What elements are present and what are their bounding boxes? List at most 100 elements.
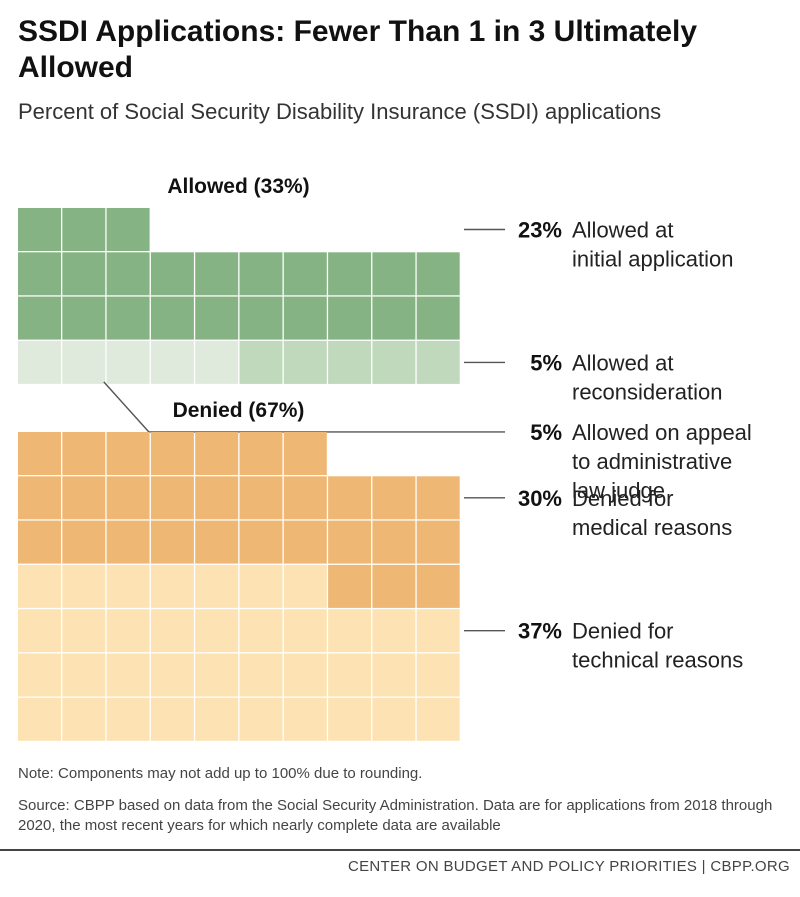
waffle-cell <box>195 697 239 741</box>
chart-source: Source: CBPP based on data from the Soci… <box>18 797 773 834</box>
waffle-cell <box>283 476 327 520</box>
waffle-cell <box>239 252 283 296</box>
waffle-cell <box>195 564 239 608</box>
waffle-cell <box>328 520 372 564</box>
waffle-cell <box>328 564 372 608</box>
waffle-cell <box>283 432 327 475</box>
waffle-cell <box>372 296 416 340</box>
waffle-cell <box>372 340 416 384</box>
waffle-cell <box>328 609 372 653</box>
category-label: Allowed at <box>572 350 674 375</box>
waffle-cell <box>283 609 327 653</box>
category-label: law judge <box>572 478 665 503</box>
waffle-cell <box>62 564 106 608</box>
waffle-cell <box>239 340 283 384</box>
waffle-cell <box>239 697 283 741</box>
group-label: Allowed (33%) <box>167 175 309 198</box>
waffle-cell <box>106 564 150 608</box>
category-label: Denied for <box>572 486 674 511</box>
category-label: Allowed on appeal <box>572 420 752 445</box>
waffle-cell <box>239 609 283 653</box>
percent-label: 5% <box>530 350 562 375</box>
waffle-cell <box>195 340 239 384</box>
waffle-cell <box>239 432 283 475</box>
waffle-cell <box>416 296 460 340</box>
waffle-cell <box>62 208 106 251</box>
waffle-cell <box>106 653 150 697</box>
category-label: medical reasons <box>572 515 732 540</box>
waffle-cell <box>283 697 327 741</box>
waffle-cell <box>106 697 150 741</box>
waffle-cell <box>62 697 106 741</box>
waffle-cell <box>283 252 327 296</box>
waffle-cell <box>328 340 372 384</box>
waffle-cell <box>150 296 194 340</box>
waffle-cell <box>239 564 283 608</box>
waffle-cell <box>18 340 61 384</box>
waffle-cell <box>150 252 194 296</box>
waffle-cell <box>283 296 327 340</box>
waffle-cell <box>239 476 283 520</box>
waffle-cell <box>18 296 61 340</box>
waffle-cell <box>106 252 150 296</box>
waffle-cell <box>150 697 194 741</box>
waffle-cell <box>372 609 416 653</box>
waffle-cell <box>283 564 327 608</box>
percent-label: 30% <box>518 486 562 511</box>
waffle-cell <box>195 476 239 520</box>
waffle-cell <box>62 476 106 520</box>
waffle-cell <box>18 476 61 520</box>
group-label: Denied (67%) <box>173 399 305 422</box>
waffle-cell <box>106 208 150 251</box>
waffle-cell <box>416 697 460 741</box>
category-label: technical reasons <box>572 648 743 673</box>
waffle-cell <box>372 252 416 296</box>
chart-title: SSDI Applications: Fewer Than 1 in 3 Ult… <box>18 15 698 84</box>
waffle-cell <box>62 520 106 564</box>
waffle-cell <box>239 653 283 697</box>
percent-label: 37% <box>518 619 562 644</box>
waffle-cell <box>150 340 194 384</box>
waffle-cell <box>416 564 460 608</box>
waffle-cell <box>18 432 61 475</box>
waffle-cell <box>150 609 194 653</box>
waffle-cell <box>18 252 61 296</box>
category-label: reconsideration <box>572 379 722 404</box>
percent-label: 23% <box>518 218 562 243</box>
waffle-cell <box>150 520 194 564</box>
waffle-chart: Allowed (33%) 23% Allowed at initial applic… <box>18 175 752 741</box>
waffle-cell <box>195 520 239 564</box>
waffle-cell <box>372 697 416 741</box>
chart-subtitle: Percent of Social Security Disability In… <box>18 99 662 124</box>
waffle-cell <box>106 476 150 520</box>
waffle-cell <box>150 564 194 608</box>
category-label: Allowed at <box>572 218 674 243</box>
waffle-cell <box>416 520 460 564</box>
waffle-cell <box>18 653 61 697</box>
waffle-cell <box>372 564 416 608</box>
waffle-cell <box>62 296 106 340</box>
waffle-cell <box>62 252 106 296</box>
waffle-cell <box>283 653 327 697</box>
waffle-cell <box>62 653 106 697</box>
waffle-cell <box>62 340 106 384</box>
waffle-cell <box>328 653 372 697</box>
waffle-cell <box>195 432 239 475</box>
waffle-cell <box>106 432 150 475</box>
waffle-cell <box>150 476 194 520</box>
waffle-cell <box>416 252 460 296</box>
waffle-cell <box>18 564 61 608</box>
waffle-cell <box>18 609 61 653</box>
waffle-cell <box>328 476 372 520</box>
percent-label: 5% <box>530 420 562 445</box>
waffle-cell <box>195 653 239 697</box>
leader-line <box>103 381 505 433</box>
waffle-cell <box>416 609 460 653</box>
waffle-cell <box>150 432 194 475</box>
waffle-cell <box>18 697 61 741</box>
waffle-cell <box>372 653 416 697</box>
waffle-cell <box>328 697 372 741</box>
chart-note: Note: Components may not add up to 100% … <box>18 765 423 782</box>
waffle-cell <box>372 520 416 564</box>
footer-credit: CENTER ON BUDGET AND POLICY PRIORITIES |… <box>347 858 790 875</box>
